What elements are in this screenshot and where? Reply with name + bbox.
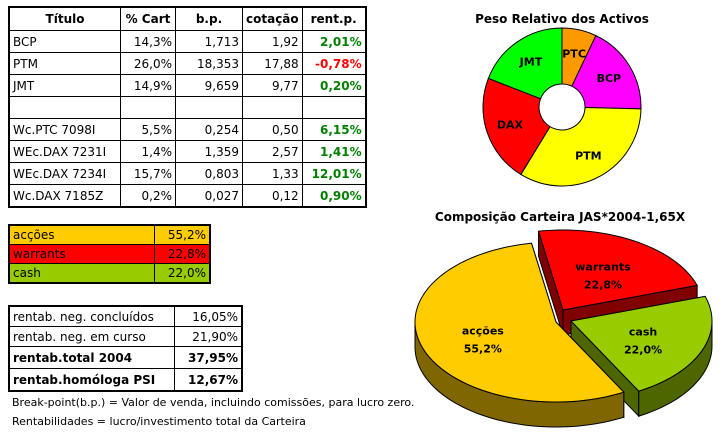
pie3d-top-cash [569,295,713,392]
returns-table: rentab. neg. concluídos 16,05% rentab. ne… [8,305,243,392]
pie3d-top-acções [414,242,625,403]
cell-rent: -0,78% [301,52,367,75]
pie3d-slice-0: acções 55,2% [414,242,625,428]
pie3d-value: 22,8% [584,278,622,291]
cell-cotacao: 0,12 [242,184,303,208]
returns-value: 16,05% [174,305,243,327]
returns-label: rentab.total 2004 [8,346,175,369]
pie3d-slice-2: cash 22,0% [569,295,713,418]
table-row: WEc.DAX 7234I 15,7% 0,803 1,33 12,01% [8,162,367,185]
cell-cotacao: 17,88 [242,52,303,75]
cell-cotacao: 9,77 [242,74,303,97]
returns-row: rentab.total 2004 37,95% [8,346,243,369]
returns-label: rentab.homóloga PSI [8,368,175,392]
cell-rent: 1,41% [301,140,367,163]
cell-pct-cart: 0,2% [120,184,176,208]
allocation-label: warrants [8,244,155,264]
donut-slice-jmt [487,27,563,100]
allocation-value: 55,2% [154,224,211,245]
donut-label: JMT [519,56,543,69]
returns-label: rentab. neg. em curso [8,326,175,347]
table-header: Título % Cart b.p. cotação rent.p. [8,6,367,31]
cell-pct-cart: 5,5% [120,118,176,141]
table-row: Wc.DAX 7185Z 0,2% 0,027 0,12 0,90% [8,184,367,208]
table-row: Wc.PTC 7098I 5,5% 0,254 0,50 6,15% [8,118,367,141]
donut-slice-bcp [571,34,642,110]
cell-bp: 0,027 [175,184,243,208]
allocation-table: acções 55,2% warrants 22,8% cash 22,0% [8,224,211,284]
donut-label: PTM [575,149,602,162]
returns-value: 12,67% [174,368,243,392]
table-row [8,96,367,119]
cell-cotacao: 1,92 [242,30,303,53]
donut-slice-ptm [520,107,642,187]
donut-label: BCP [597,72,622,85]
cell-rent: 6,15% [301,118,367,141]
pie3d-value: 55,2% [464,343,502,356]
pie3d-title: Composição Carteira JAS*2004-1,65X [434,210,686,224]
donut-slice-dax [482,77,551,176]
returns-row: rentab.homóloga PSI 12,67% [8,368,243,392]
cell-bp: 1,713 [175,30,243,53]
cell-cotacao: 1,33 [242,162,303,185]
pie3d-label: acções [462,325,504,338]
allocation-value: 22,0% [154,263,211,284]
allocation-value: 22,8% [154,244,211,264]
header-bp: b.p. [175,6,243,31]
table-row: WEc.DAX 7231I 1,4% 1,359 2,57 1,41% [8,140,367,163]
header-pct-cart: % Cart [120,6,176,31]
returns-row: rentab. neg. em curso 21,90% [8,326,243,347]
pie3d-label: cash [629,325,657,338]
allocation-row: cash 22,0% [8,263,211,284]
donut-label: DAX [497,119,524,132]
cell-pct-cart: 14,3% [120,30,176,53]
allocation-row: warrants 22,8% [8,244,211,264]
cell-cotacao: 0,50 [242,118,303,141]
cell-rent: 2,01% [301,30,367,53]
cell-titulo: WEc.DAX 7234I [8,162,121,185]
pie3d-top-warrants [537,229,698,311]
donut-label: PTC [562,47,586,60]
returns-value: 37,95% [174,346,243,369]
pie3d-label: warrants [575,260,631,273]
pie3d-value: 22,0% [624,343,662,356]
donut-title: Peso Relativo dos Activos [475,12,649,26]
cell-titulo: JMT [8,74,121,97]
cell-bp: 0,803 [175,162,243,185]
holdings-table: Título % Cart b.p. cotação rent.p. BCP 14… [8,6,367,208]
note-rentabilidades: Rentabilidades = lucro/investimento tota… [12,415,306,428]
table-row: BCP 14,3% 1,713 1,92 2,01% [8,30,367,53]
note-breakpoint: Break-point(b.p.) = Valor de venda, incl… [12,396,415,409]
cell-rent: 0,90% [301,184,367,208]
cell-titulo: Wc.DAX 7185Z [8,184,121,208]
allocation-label: cash [8,263,155,284]
cell-bp: 1,359 [175,140,243,163]
cell-rent: 12,01% [301,162,367,185]
